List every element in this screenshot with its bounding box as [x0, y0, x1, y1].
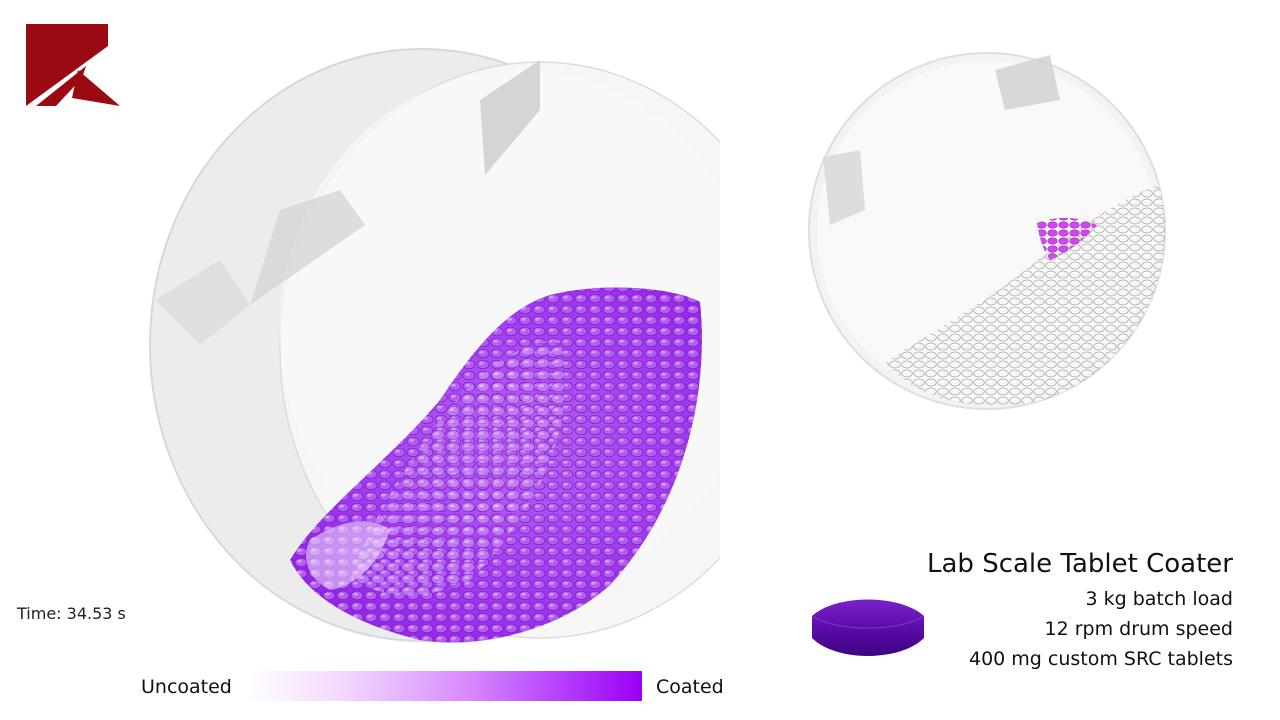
drum-speed: 12 rpm drum speed — [1044, 618, 1234, 640]
coating-drum-front-view — [808, 52, 1166, 410]
tablet-icon — [811, 599, 925, 656]
coater-info: Lab Scale Tablet Coater 3 kg batch load … — [927, 546, 1233, 674]
tablet-description: 400 mg custom SRC tablets — [968, 648, 1233, 670]
legend-uncoated-label: Uncoated — [141, 676, 232, 698]
coating-color-scale — [248, 671, 642, 701]
brand-logo-icon — [26, 24, 120, 106]
batch-load: 3 kg batch load — [1085, 588, 1233, 610]
coating-drum-side-view — [149, 48, 720, 643]
legend-coated-label: Coated — [656, 676, 724, 698]
simulation-time: Time: 34.53 s — [17, 604, 126, 623]
coater-title: Lab Scale Tablet Coater — [927, 549, 1233, 579]
